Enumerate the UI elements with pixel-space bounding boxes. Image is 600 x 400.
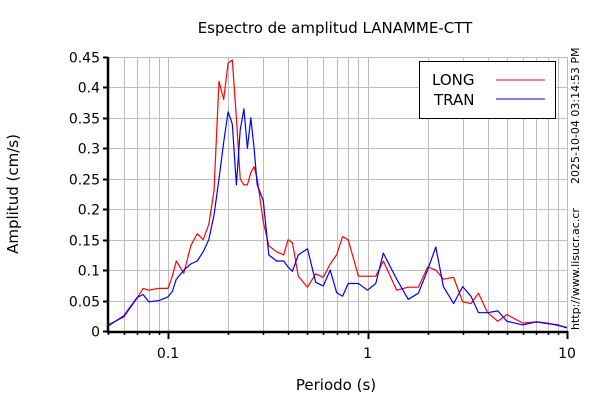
y-tick-label: 0.45 [69,51,100,67]
y-axis-label: Amplitud (cm/s) [4,134,22,254]
legend-label-tran: TRAN [433,91,474,109]
y-tick-label: 0.25 [69,173,100,189]
series-line-tran [107,108,568,329]
legend-label-long: LONG [432,71,474,89]
y-tick-label: 0.3 [78,142,100,158]
y-tick-label: 0.2 [78,203,100,219]
x-tick-label: 10 [558,346,576,362]
timestamp-text: 2025-10-04 03:14:53 PM [569,48,582,184]
y-tick-label: 0.4 [78,81,100,97]
axes: 0 0.05 0.1 0.15 0.2 0.25 0.3 0.35 0.4 0.45 0.1 1 10 [69,51,576,363]
y-tick-label: 0.15 [69,234,100,250]
y-tick-label: 0 [91,325,100,341]
x-axis-label: Periodo (s) [296,376,376,394]
chart-title: Espectro de amplitud LANAMME-CTT [198,19,473,37]
x-tick-label: 1 [363,346,372,362]
y-tick-label: 0.05 [69,295,100,311]
y-tick-label: 0.35 [69,112,100,128]
x-tick-label: 0.1 [157,346,179,362]
series-line-long [107,59,568,328]
legend: LONG TRAN [419,61,556,119]
legend-box [419,61,556,119]
y-tick-label: 0.1 [78,264,100,280]
series-lines [107,59,568,329]
url-text: http://www.lisucr.ac.cr [569,208,582,330]
